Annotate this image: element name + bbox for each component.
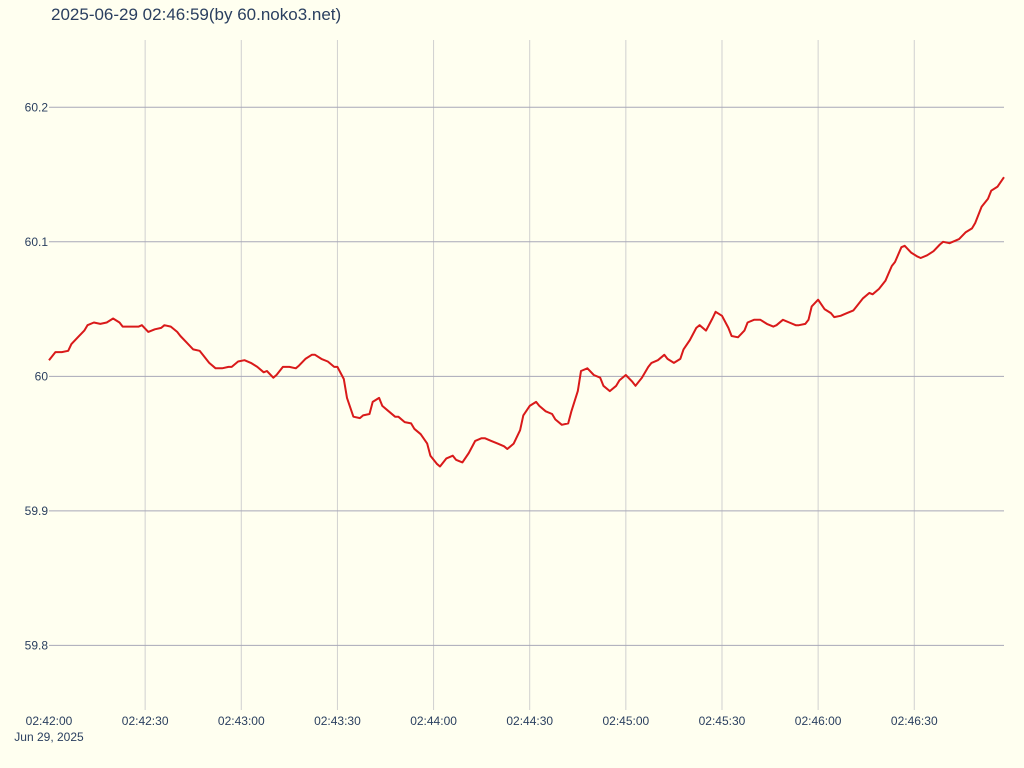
y-tick-label: 59.9 — [25, 504, 49, 518]
y-tick-label: 59.8 — [25, 638, 49, 652]
x-tick-label: 02:44:30 — [506, 714, 553, 728]
x-tick-label: 02:46:30 — [891, 714, 938, 728]
chart-title: 2025-06-29 02:46:59(by 60.noko3.net) — [51, 5, 341, 24]
y-tick-label: 60.1 — [25, 235, 49, 249]
x-tick-label: 02:42:00 — [26, 714, 73, 728]
x-tick-label: 02:45:00 — [602, 714, 649, 728]
x-tick-label: 02:45:30 — [699, 714, 746, 728]
x-tick-label: 02:43:00 — [218, 714, 265, 728]
x-tick-label: 02:43:30 — [314, 714, 361, 728]
x-tick-label: 02:44:00 — [410, 714, 457, 728]
x-tick-label: 02:42:30 — [122, 714, 169, 728]
y-tick-label: 60 — [35, 369, 49, 383]
y-tick-label: 60.2 — [25, 100, 49, 114]
x-tick-label: 02:46:00 — [795, 714, 842, 728]
x-date-label: Jun 29, 2025 — [14, 730, 84, 744]
line-series — [48, 176, 1005, 468]
